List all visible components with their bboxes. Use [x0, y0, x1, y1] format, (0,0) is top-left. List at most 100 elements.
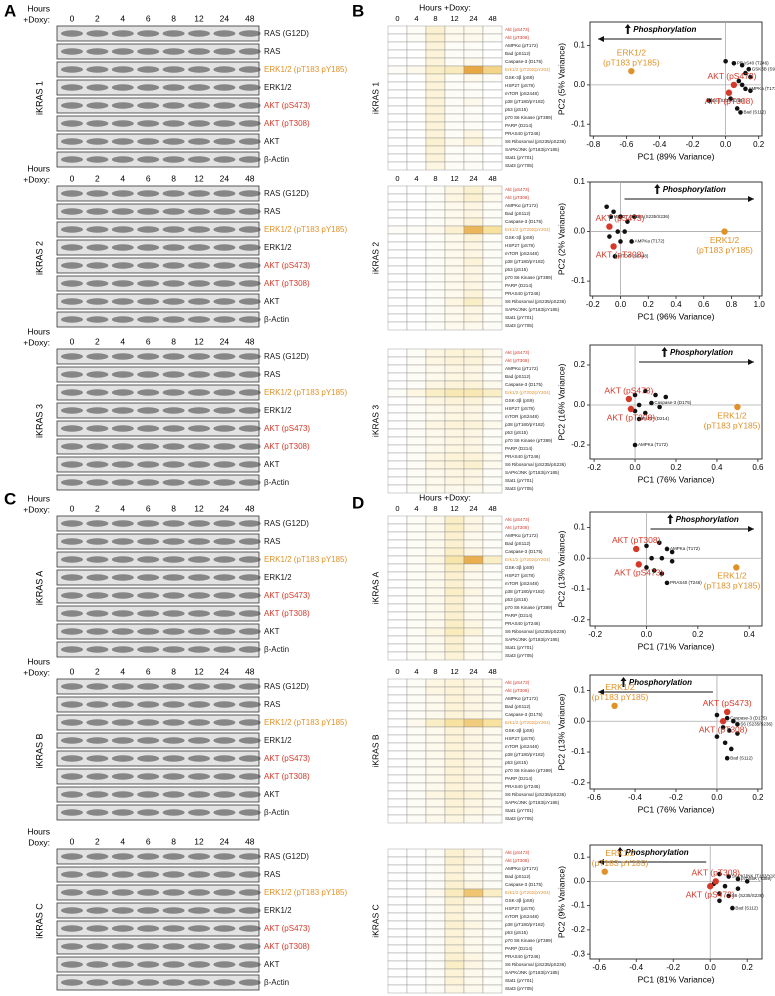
blot-band	[162, 809, 185, 816]
blot-band	[86, 371, 109, 378]
blot-band	[213, 538, 236, 545]
heatmap-cell	[406, 766, 427, 776]
blot-row-label: ERK1/2	[264, 573, 292, 582]
row-label: p70 S6 Kinase (pT389)	[505, 275, 553, 280]
blot-band	[61, 226, 83, 233]
heatmap-cell	[406, 460, 427, 470]
heatmap-cell	[482, 468, 503, 478]
heatmap-cell	[444, 185, 465, 195]
heatmap-cell	[463, 976, 484, 986]
blot-band	[137, 407, 160, 414]
heatmap-cell	[482, 25, 503, 35]
heatmap-cell	[406, 412, 427, 422]
heatmap-cell	[444, 233, 465, 243]
blot-band	[213, 701, 236, 708]
panel-letter: A	[4, 1, 16, 20]
blot-band	[162, 592, 185, 599]
heatmap-cell	[463, 848, 484, 858]
timepoint-label: 48	[245, 336, 255, 346]
blot-band	[111, 425, 134, 432]
up-arrow	[654, 184, 661, 194]
heatmap-cell	[406, 452, 427, 462]
heatmap-cell	[444, 976, 465, 986]
heatmap-cell	[387, 412, 408, 422]
blot-band	[137, 120, 160, 127]
timepoint-label: 0	[70, 503, 75, 513]
heatmap-cell	[425, 603, 446, 613]
heatmap-cell	[482, 726, 503, 736]
panel-letter: C	[4, 489, 16, 508]
heatmap-cell	[444, 928, 465, 938]
blot-band	[213, 755, 236, 762]
heatmap-cell	[387, 281, 408, 291]
heatmap-cell	[387, 758, 408, 768]
heatmap-cell	[387, 563, 408, 573]
blot-band	[238, 943, 261, 950]
heatmap-cell	[406, 694, 427, 704]
blot-band	[61, 443, 83, 450]
heatmap-cell	[387, 686, 408, 696]
heatmap-cell	[425, 233, 446, 243]
point	[743, 70, 748, 76]
row-label: Akt (pT308)	[505, 358, 529, 363]
point	[724, 715, 730, 721]
heatmap-cell	[482, 710, 503, 720]
heatmap-cell	[482, 257, 503, 267]
heatmap-cell	[387, 587, 408, 597]
heatmap-cell	[463, 710, 484, 720]
heatmap-cell	[463, 872, 484, 882]
heatmap-cell	[387, 928, 408, 938]
heatmap-cell	[444, 766, 465, 776]
heatmap-cell	[444, 161, 465, 171]
blot-row-label: ERK1/2 (pT183 pY185)	[264, 225, 347, 234]
x-axis-label: PC1 (76% Variance)	[638, 804, 715, 814]
heatmap-cell	[425, 515, 446, 525]
heatmap-cell	[425, 388, 446, 398]
blot-band	[162, 316, 185, 323]
y-axis-label: PC2 (13% Variance)	[556, 530, 566, 607]
heatmap-cell	[387, 904, 408, 914]
blot-band	[61, 907, 83, 914]
row-label: HSP27 (pS78)	[505, 406, 535, 411]
x-tick-label: -0.6	[619, 140, 633, 149]
hours-label: Doxy:	[28, 837, 50, 847]
blot-band	[162, 298, 185, 305]
point-label: Caspase-3 (D175)	[730, 715, 767, 720]
blot-row-label: ERK1/2 (pT183 pY185)	[264, 555, 347, 564]
heatmap-cell	[406, 750, 427, 760]
blot-band	[188, 628, 210, 635]
group-label: iKRAS 1	[370, 82, 380, 114]
blot-band	[137, 280, 160, 287]
row-label: S6 Ribosomal (pS235/pS236)	[505, 629, 566, 634]
x-tick-label: 0.4	[711, 463, 723, 472]
heatmap-cell	[406, 643, 427, 653]
row-label: mTOR (pS2448)	[505, 91, 539, 96]
heatmap-cell	[425, 710, 446, 720]
blot-band	[162, 120, 185, 127]
heatmap-cell	[425, 579, 446, 589]
heatmap-cell	[482, 651, 503, 661]
blot-band	[213, 853, 236, 860]
heatmap-cell	[387, 944, 408, 954]
blot-band	[61, 701, 83, 708]
row-label: p38 (pT180/pY182)	[505, 589, 545, 594]
heatmap-cell	[482, 814, 503, 824]
blot-band	[137, 102, 160, 109]
heatmap-cell	[406, 89, 427, 99]
heatmap-cell	[444, 734, 465, 744]
point	[642, 410, 648, 416]
heatmap-cell	[387, 984, 408, 994]
heatmap-cell	[482, 904, 503, 914]
blot-band	[162, 538, 185, 545]
heatmap-cell	[482, 960, 503, 970]
heatmap-cell	[444, 444, 465, 454]
heatmap-cell	[444, 265, 465, 275]
heatmap-cell	[463, 201, 484, 211]
blot-band	[188, 574, 210, 581]
row-label: Stat1 (pY701)	[505, 155, 534, 160]
column-label: 12	[450, 174, 458, 183]
heatmap-cell	[482, 856, 503, 866]
blot-band	[162, 443, 185, 450]
column-label: 12	[450, 14, 458, 23]
heatmap-cell	[406, 686, 427, 696]
